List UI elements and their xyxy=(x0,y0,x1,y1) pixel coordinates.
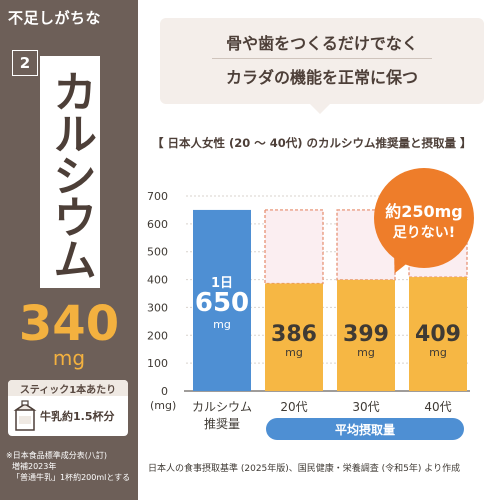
y-tick-label: 400 xyxy=(147,274,168,287)
y-axis-unit: (mg) xyxy=(150,399,177,412)
left-panel: 不足しがちな 2 カルシウム 340 mg スティック1本あたり 牛乳約1.5杯… xyxy=(0,0,138,500)
headline-box: 骨や歯をつくるだけでなく カラダの機能を正常に保つ xyxy=(160,18,484,114)
source-line: 「普通牛乳」1杯約200mlとする xyxy=(12,473,131,482)
headline-line-1: 骨や歯をつくるだけでなく xyxy=(226,34,418,53)
title-band xyxy=(40,56,100,288)
recommended-label-value: 650 xyxy=(194,288,250,318)
stick-text: 牛乳約1.5杯分 xyxy=(40,410,115,423)
sources: ※日本食品標準成分表(八訂) 増補2023年 「普通牛乳」1杯約200mlとする xyxy=(6,450,130,483)
intake-unit-label: mg xyxy=(285,346,303,359)
chart-title: 【 日本人女性 (20 〜 40代) のカルシウム推奨量と摂取量 】 xyxy=(152,136,472,150)
x-label-age: 20代 xyxy=(280,400,308,414)
intake-unit-label: mg xyxy=(357,346,375,359)
amount-unit: mg xyxy=(52,346,86,370)
intake-bar xyxy=(337,279,395,391)
intake-bar xyxy=(409,277,467,391)
source-line: 増補2023年 xyxy=(12,462,57,471)
intake-unit-label: mg xyxy=(429,346,447,359)
recommended-bar xyxy=(193,209,251,391)
y-tick-label: 600 xyxy=(147,218,168,231)
intake-value-label: 386 xyxy=(271,322,317,347)
x-label-age: 30代 xyxy=(352,400,380,414)
headline-line-2: カラダの機能を正常に保つ xyxy=(225,68,418,87)
intake-value-label: 399 xyxy=(343,322,389,347)
average-intake-label: 平均摂取量 xyxy=(266,418,464,440)
bubble-text: 足りない! xyxy=(392,225,456,241)
stick-header: スティック1本あたり xyxy=(8,380,128,396)
y-tick-label: 100 xyxy=(147,357,168,370)
intake-bar xyxy=(265,283,323,391)
amount-value: 340 xyxy=(18,296,120,352)
amount: 340 mg xyxy=(10,300,128,370)
y-tick-label: 0 xyxy=(161,385,168,398)
shortfall-bubble: 約250mg 足りない! xyxy=(374,168,474,268)
x-label-age: 40代 xyxy=(424,400,452,414)
headline-divider xyxy=(212,58,432,59)
lack-label: 不足しがちな xyxy=(8,9,102,27)
x-label-recommended-1: カルシウム xyxy=(191,400,252,414)
stick-card: スティック1本あたり 牛乳約1.5杯分 xyxy=(8,380,128,436)
y-tick-label: 700 xyxy=(147,190,168,203)
y-tick-label: 200 xyxy=(147,329,168,342)
recommended-label-top: 1日 xyxy=(210,276,234,291)
shortfall-region xyxy=(264,209,324,285)
y-tick-label: 300 xyxy=(147,301,168,314)
section-number: 2 xyxy=(12,50,38,76)
bubble-amount: 約250mg xyxy=(385,202,463,221)
source-line: ※日本食品標準成分表(八訂) xyxy=(6,451,107,460)
recommended-label-unit: mg xyxy=(213,318,231,331)
y-tick-label: 500 xyxy=(147,246,168,259)
nutrient-title: カルシウム xyxy=(45,69,96,279)
x-label-recommended-2: 推奨量 xyxy=(203,417,240,431)
milk-carton-icon xyxy=(13,400,37,431)
intake-value-label: 409 xyxy=(415,322,461,347)
reference-note: 日本人の食事摂取基準 (2025年版)、国民健康・栄養調査 (令和5年) より作… xyxy=(148,464,461,474)
